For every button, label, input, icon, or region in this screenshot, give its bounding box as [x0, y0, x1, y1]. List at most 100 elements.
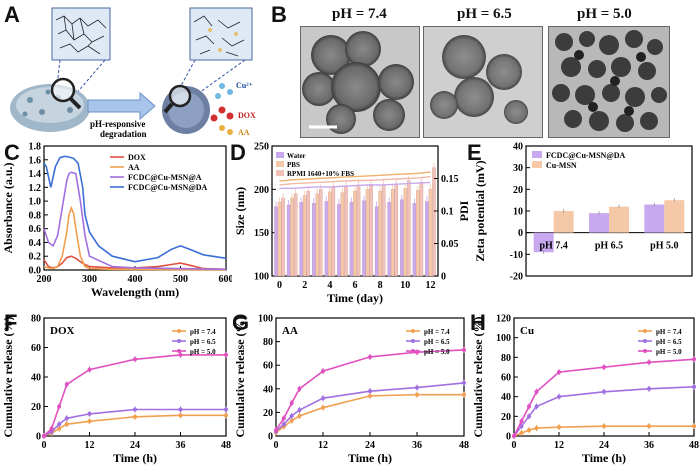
- data-point: [64, 416, 69, 421]
- data-point: [557, 394, 561, 399]
- series-line-2: [513, 358, 695, 437]
- data-point: [368, 389, 372, 394]
- x-tick-label: 24: [599, 440, 609, 451]
- chart-annotation: Cu: [520, 325, 534, 337]
- data-point: [462, 392, 466, 397]
- size-bar: [428, 189, 433, 277]
- legend-label: pH = 7.4: [190, 328, 216, 336]
- magnifier-icon: [168, 84, 192, 108]
- y-axis-label: Absorbance (a.u.): [1, 162, 15, 253]
- x-tick-label: 12: [85, 440, 95, 451]
- legend-label: AA: [128, 163, 140, 172]
- data-point: [289, 400, 294, 405]
- y-tick-label: 30: [513, 163, 523, 174]
- legend-label: pH = 5.0: [190, 348, 216, 356]
- y2-tick-label: 0.1: [441, 207, 454, 218]
- data-point: [297, 413, 302, 418]
- y2-tick-label: 0.15: [441, 174, 459, 185]
- x-axis-label: Time (day): [327, 291, 383, 305]
- legend-swatch: [532, 151, 542, 158]
- data-point: [289, 418, 294, 423]
- legend-cu-label: Cu²⁺: [236, 81, 253, 90]
- data-point: [224, 407, 228, 412]
- legend-label: FCDC@Cu-MSN@A: [128, 173, 202, 182]
- data-point: [281, 422, 286, 427]
- data-point: [527, 404, 531, 409]
- y-axis-label: Cumulative release (%): [471, 316, 485, 437]
- pdi-line-0: [279, 181, 431, 189]
- arrow-label-line1: pH-responsive: [90, 119, 145, 129]
- legend-label: pH = 6.5: [656, 338, 682, 346]
- pdi-line-2: [279, 171, 431, 182]
- y-tick-label: 1.8: [29, 142, 42, 153]
- data-point: [368, 354, 372, 359]
- x-tick-label: 0: [277, 280, 282, 291]
- category-label: pH 5.0: [650, 241, 678, 252]
- size-bar: [349, 202, 354, 277]
- x-tick-label: 8: [378, 280, 383, 291]
- y-tick-label: 20: [31, 402, 41, 413]
- y-tick-label: 1.2: [29, 183, 42, 194]
- y-tick-label: 120: [496, 314, 511, 325]
- x-tick-label: 200: [37, 274, 52, 285]
- panel-e-label: E: [467, 140, 482, 165]
- size-bar: [312, 203, 316, 277]
- panel-b-label: B: [271, 2, 287, 27]
- legend-label: pH = 6.5: [190, 338, 216, 346]
- y-tick-label: 80: [263, 337, 273, 348]
- size-bar: [407, 180, 411, 277]
- size-bar: [331, 187, 336, 277]
- data-point: [534, 426, 539, 431]
- zeta-bar: [589, 213, 609, 233]
- x-tick-label: 48: [459, 440, 469, 451]
- size-bar: [277, 202, 282, 277]
- data-point: [647, 386, 651, 391]
- size-bar: [328, 191, 332, 277]
- x-tick-label: 12: [554, 440, 564, 451]
- x-tick-label: 10: [400, 280, 410, 291]
- x-tick-label: 4: [327, 280, 332, 291]
- size-bar: [425, 201, 429, 277]
- data-point: [64, 382, 69, 387]
- data-point: [692, 357, 696, 362]
- legend-label: FCDC@Cu-MSN@DA: [128, 183, 208, 192]
- y-tick-label: 40: [31, 373, 41, 384]
- y-tick-label: 0.4: [29, 238, 42, 249]
- y-tick-label: 20: [513, 185, 523, 196]
- size-bar: [374, 206, 379, 277]
- legend-label: pH = 7.4: [656, 328, 682, 336]
- size-bar: [432, 167, 436, 277]
- y-tick-label: 20: [263, 408, 273, 419]
- panel-f-label: F: [4, 310, 18, 335]
- y-tick-label: 100: [496, 333, 511, 344]
- size-bar: [419, 182, 424, 277]
- x-tick-label: 36: [644, 440, 654, 451]
- y-tick-label: -20: [510, 272, 523, 283]
- legend-marker: [411, 339, 415, 343]
- chart-h-cu-release: 0 20 40 60 80 100 120 0 12 24 36 48 Time (h) Cumulati…: [471, 314, 699, 466]
- data-point: [178, 413, 183, 418]
- size-bar: [344, 186, 348, 277]
- chart-c-absorbance: 0.0 0.2 0.4 0.6 0.8 1.0 1.2 1.4 1.6 1.8 200 300 400 5…: [1, 142, 232, 300]
- tem-image-ph65: [423, 26, 543, 138]
- legend-marker: [177, 329, 181, 333]
- data-point: [534, 404, 539, 409]
- y-tick-label: 1.6: [29, 155, 42, 166]
- arrow-icon: [87, 91, 156, 121]
- x-axis-label: Wavelength (nm): [91, 285, 179, 299]
- zoom-inset-right: [189, 7, 253, 61]
- size-bar: [274, 206, 278, 277]
- size-bar: [315, 193, 320, 277]
- y-tick-label: 60: [501, 373, 511, 384]
- x-tick-label: 48: [221, 440, 231, 451]
- series-line-0: [275, 393, 464, 434]
- data-point: [321, 369, 325, 374]
- series-line-3: [43, 155, 227, 263]
- zoom-inset-left: [51, 7, 111, 61]
- zeta-bar: [533, 232, 554, 253]
- x-tick-label: 400: [128, 274, 143, 285]
- data-point: [692, 384, 696, 389]
- y-tick-label: 80: [31, 314, 41, 325]
- y-tick-label: 40: [501, 392, 511, 403]
- legend-marker: [411, 349, 415, 353]
